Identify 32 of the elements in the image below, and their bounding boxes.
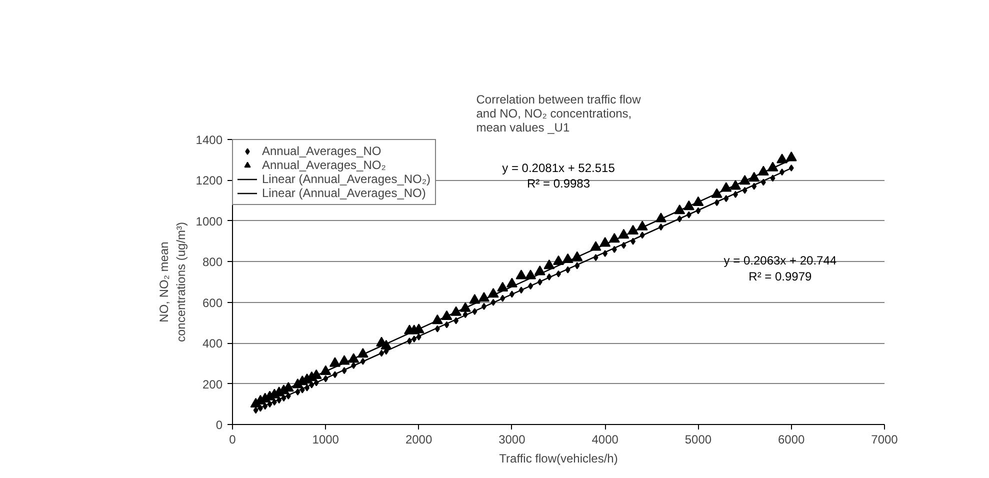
annotation: y = 0.2063x + 20.744 — [724, 254, 837, 268]
annotation: R² = 0.9979 — [748, 269, 812, 284]
x-tick-label: 1000 — [312, 432, 340, 446]
point — [788, 164, 794, 172]
legend-label: Annual_Averages_NO₂ — [262, 158, 386, 172]
x-tick-label: 7000 — [871, 432, 898, 446]
y-tick-label: 1000 — [196, 214, 223, 228]
point — [544, 259, 555, 270]
x-tick-label: 2000 — [405, 432, 432, 446]
point — [553, 255, 564, 266]
y-tick-label: 1400 — [196, 133, 223, 147]
y-tick-label: 200 — [202, 377, 223, 392]
x-axis-title: Traffic flow(vehicles/h) — [499, 452, 618, 466]
x-tick-label: 3000 — [498, 432, 526, 446]
legend-label: Annual_Averages_NO — [262, 144, 382, 158]
point — [329, 357, 340, 367]
point — [516, 270, 527, 280]
y-tick-label: 600 — [202, 296, 223, 310]
x-tick-label: 5000 — [684, 432, 712, 446]
x-tick-label: 6000 — [778, 432, 806, 446]
y-tick-label: 800 — [202, 255, 223, 270]
y-tick-label: 0 — [216, 418, 223, 432]
annotation: y = 0.2081x + 52.515 — [502, 161, 616, 175]
y-tick-label: 1200 — [196, 174, 223, 188]
legend-label: Linear (Annual_Averages_NO) — [262, 186, 426, 200]
y-tick-label: 400 — [202, 336, 223, 351]
legend-label: Linear (Annual_Averages_NO₂) — [262, 172, 431, 186]
y-axis-title: NO, NO₂ mean concentrations (ug/m³) — [157, 222, 188, 342]
annotation: R² = 0.9983 — [526, 176, 590, 191]
x-tick-label: 4000 — [592, 432, 619, 446]
chart-title: Correlation between traffic flow and NO, NO₂ concentrations, mean values _U1 — [476, 92, 642, 134]
x-tick-label: 0 — [229, 432, 236, 446]
